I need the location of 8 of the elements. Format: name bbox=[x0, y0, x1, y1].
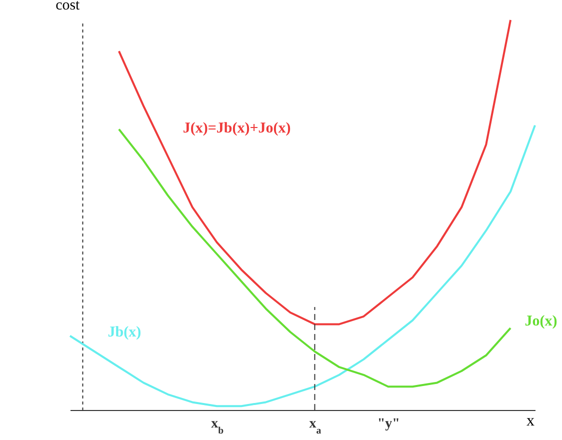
series-label: Jb(x) bbox=[108, 324, 142, 340]
series-label: J(x)=Jb(x)+Jo(x) bbox=[182, 120, 291, 136]
series-label: Jo(x) bbox=[524, 313, 558, 330]
y-axis-title: cost bbox=[56, 0, 81, 14]
x-tick-label: x$_{a}$ bbox=[309, 416, 322, 436]
x-axis-title: x bbox=[526, 412, 534, 430]
x-tick-label: "y" bbox=[377, 416, 400, 432]
x-tick-label: x$_{b}$ bbox=[211, 416, 224, 436]
